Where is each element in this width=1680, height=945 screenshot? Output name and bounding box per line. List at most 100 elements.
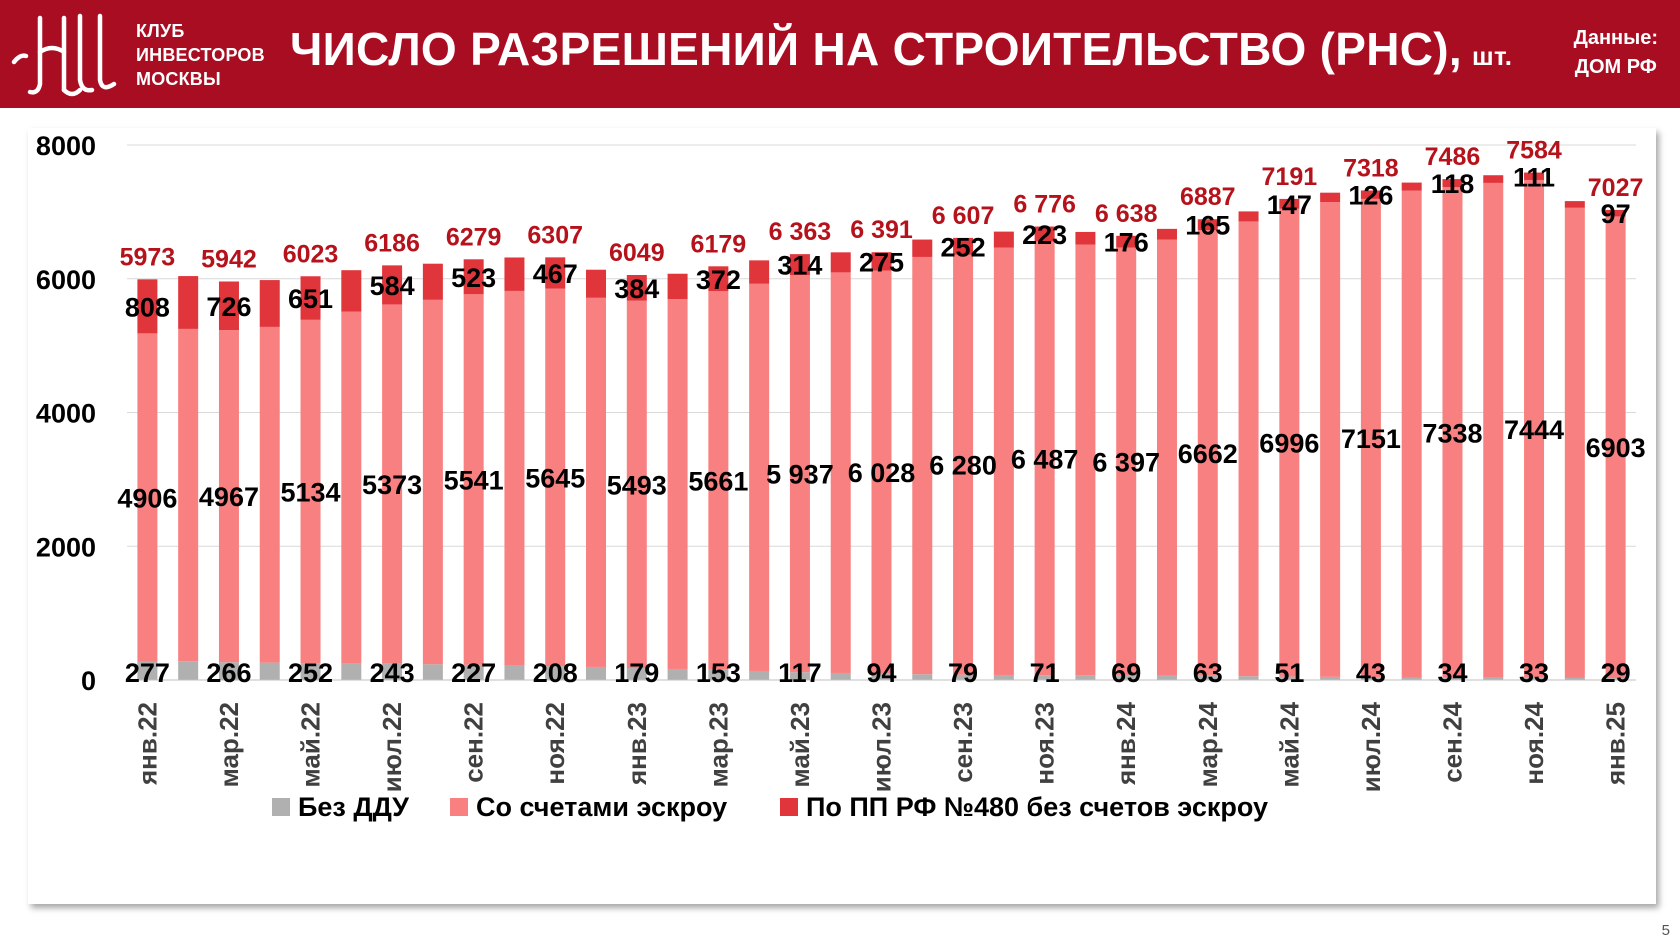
data-label-no-ddu: 33 (1519, 658, 1549, 688)
bar-segment-pp480 (667, 273, 688, 300)
data-label-pp480: 97 (1601, 199, 1631, 229)
bar-segment-escrow (1605, 216, 1626, 679)
data-label-no-ddu: 252 (288, 658, 333, 688)
bar-segment-no-ddu (993, 674, 1014, 680)
bar-segment-no-ddu (830, 672, 851, 680)
data-label-total: 6 607 (932, 202, 995, 230)
x-tick-label: сен.22 (459, 702, 489, 783)
bar-segment-no-ddu (1524, 677, 1545, 680)
bar-segment-escrow (830, 272, 851, 673)
data-label-pp480: 726 (206, 292, 251, 322)
bar-segment-pp480 (1034, 226, 1055, 242)
bar-segment-pp480 (545, 257, 566, 289)
bar-segment-no-ddu (1442, 677, 1463, 680)
bar-segment-escrow (953, 254, 974, 675)
y-tick-label: 4000 (36, 399, 96, 429)
data-label-no-ddu: 227 (451, 658, 496, 688)
data-label-total: 6279 (446, 223, 502, 251)
data-label-pp480: 147 (1267, 190, 1312, 220)
bar-segment-no-ddu (463, 664, 484, 680)
data-label-total: 6179 (691, 230, 747, 258)
bar-segment-pp480 (1075, 231, 1096, 245)
data-label-total: 6023 (283, 240, 339, 268)
bar-segment-no-ddu (1360, 677, 1381, 680)
data-label-no-ddu: 71 (1030, 658, 1060, 688)
data-label-total: 7027 (1588, 174, 1644, 202)
data-label-pp480: 252 (941, 232, 986, 262)
bar-segment-escrow (667, 299, 688, 669)
data-label-escrow: 6996 (1259, 429, 1319, 459)
x-tick-label: июл.22 (377, 702, 407, 792)
source-line: ДОМ РФ (1574, 56, 1657, 78)
data-label-escrow: 6 028 (848, 458, 916, 488)
bar-segment-escrow (1401, 190, 1422, 678)
data-label-no-ddu: 94 (866, 658, 896, 688)
bar-segment-no-ddu (1156, 675, 1177, 680)
bar-segment-no-ddu (586, 666, 607, 680)
bar-segment-escrow (871, 270, 892, 674)
bar-segment-escrow (1360, 198, 1381, 678)
data-label-pp480: 118 (1431, 169, 1475, 199)
title-unit: шт. (1472, 41, 1513, 71)
bar-segment-pp480 (586, 269, 607, 298)
organization-name: КЛУБ ИНВЕСТОРОВ МОСКВЫ (136, 19, 265, 91)
data-label-pp480: 126 (1348, 181, 1393, 211)
data-label-total: 6307 (527, 221, 583, 249)
bar-segment-escrow (259, 326, 280, 663)
data-label-pp480: 111 (1513, 162, 1555, 192)
legend-label: Без ДДУ (298, 792, 410, 822)
data-label-escrow: 6 487 (1011, 444, 1079, 474)
bar-segment-no-ddu (667, 668, 688, 680)
data-label-escrow: 7338 (1422, 418, 1482, 448)
legend-swatch (272, 798, 290, 816)
data-label-total: 7486 (1425, 143, 1481, 171)
data-label-pp480: 275 (859, 247, 904, 277)
bar-segment-escrow (708, 291, 729, 670)
y-tick-label: 0 (81, 666, 96, 696)
x-tick-label: июл.23 (867, 702, 897, 792)
data-label-no-ddu: 29 (1601, 658, 1631, 688)
legend-swatch (780, 798, 798, 816)
data-label-total: 6186 (364, 229, 420, 257)
bar-segment-pp480 (749, 260, 770, 284)
data-label-no-ddu: 117 (778, 658, 822, 688)
bar-segment-no-ddu (300, 663, 321, 680)
bar-segment-escrow (545, 288, 566, 667)
org-line: МОСКВЫ (136, 69, 221, 89)
bar-segment-no-ddu (749, 670, 770, 680)
data-label-total: 7584 (1506, 137, 1562, 165)
bar-segment-pp480 (1279, 198, 1300, 209)
bar-segment-pp480 (1360, 190, 1381, 199)
bar-segment-pp480 (218, 281, 239, 331)
header-bar: КЛУБ ИНВЕСТОРОВ МОСКВЫ ЧИСЛО РАЗРЕШЕНИЙ … (0, 0, 1680, 108)
x-tick-label: сен.24 (1437, 701, 1467, 782)
bar-segment-no-ddu (545, 666, 566, 680)
bar-segment-no-ddu (341, 663, 362, 680)
bar-segment-escrow (422, 299, 443, 665)
title-text: ЧИСЛО РАЗРЕШЕНИЙ НА СТРОИТЕЛЬСТВО (РНС), (290, 23, 1462, 75)
bar-segment-pp480 (178, 276, 199, 329)
bar-segment-no-ddu (871, 673, 892, 680)
bar-segment-pp480 (1197, 219, 1218, 231)
bar-segment-pp480 (953, 237, 974, 255)
page-number: 5 (1661, 922, 1670, 939)
bar-segment-escrow (300, 319, 321, 664)
data-label-total: 6887 (1180, 183, 1236, 211)
bar-segment-escrow (137, 333, 158, 662)
data-label-total: 5942 (201, 245, 257, 273)
bar-segment-escrow (1116, 247, 1137, 676)
data-label-escrow: 6662 (1178, 439, 1238, 469)
page-title: ЧИСЛО РАЗРЕШЕНИЙ НА СТРОИТЕЛЬСТВО (РНС),… (290, 22, 1512, 76)
x-tick-label: сен.23 (948, 702, 978, 783)
data-label-pp480: 314 (777, 251, 822, 281)
data-label-pp480: 808 (125, 292, 170, 322)
bar-segment-escrow (382, 304, 403, 664)
bar-segment-pp480 (422, 263, 443, 300)
stacked-bar-chart: 0 2000 4000 6000 8000 277 4906 808 5973 266 4967 72… (36, 131, 1646, 822)
source-line: Данные: (1573, 27, 1658, 49)
x-tick-label: янв.25 (1601, 702, 1631, 786)
bar-segment-pp480 (1524, 172, 1545, 180)
data-label-escrow: 5661 (688, 466, 748, 496)
data-label-no-ddu: 277 (125, 658, 170, 688)
org-line: КЛУБ (136, 21, 185, 41)
